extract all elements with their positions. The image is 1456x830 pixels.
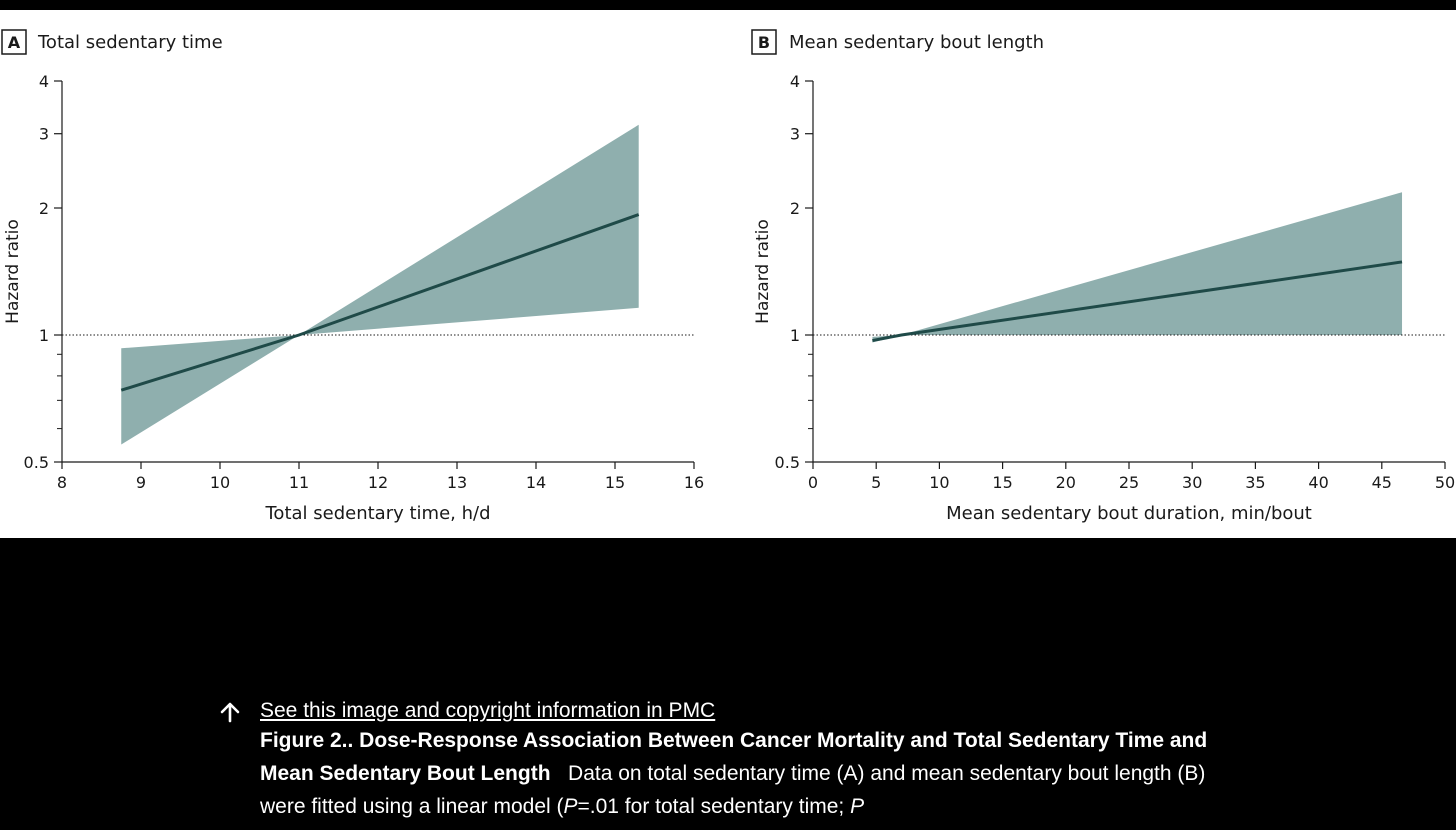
figure-panel: A Total sedentary time 0.5 1 2 3 4 8 9 10 11 12 13 14… (0, 10, 1456, 538)
y-tick-label: 1 (790, 326, 800, 345)
figure-title: Figure 2.. Dose-Response Association Bet… (260, 729, 1208, 785)
chart-title: Mean sedentary bout length (789, 32, 1044, 53)
y-tick-label: 4 (39, 72, 49, 91)
caption-p-letter: P (563, 795, 578, 818)
confidence-band (121, 124, 639, 445)
y-tick-label: 3 (790, 125, 800, 144)
panel-letter: B (758, 33, 770, 52)
x-tick-label: 30 (1182, 473, 1202, 492)
pmc-link-row[interactable]: See this image and copyright information… (220, 694, 1220, 724)
x-tick-label: 14 (526, 473, 546, 492)
caption-body-2: =.01 for total sedentary time; (577, 795, 851, 818)
panel-letter-box (1, 29, 27, 55)
y-axis-label: Hazard ratio (3, 219, 23, 324)
y-tick-label: 0.5 (775, 453, 800, 472)
caption-body-1: Data on total sedentary time (A) and mea… (260, 762, 1206, 818)
caption-text: Figure 2.. Dose-Response Association Bet… (260, 724, 1220, 823)
pmc-link[interactable]: See this image and copyright information… (260, 699, 716, 722)
panel-letter: A (8, 33, 21, 52)
y-axis-label: Hazard ratio (753, 219, 773, 324)
x-tick-label: 10 (210, 473, 230, 492)
x-tick-label: 9 (136, 473, 146, 492)
x-tick-label: 5 (871, 473, 881, 492)
panel-letter-box (751, 29, 777, 55)
caption-spacer (556, 762, 568, 785)
x-tick-label: 20 (1056, 473, 1076, 492)
x-tick-label: 15 (605, 473, 625, 492)
chart-title: Total sedentary time (37, 32, 223, 53)
y-tick-label: 1 (39, 326, 49, 345)
caption-p-letter-2: P (850, 795, 865, 818)
x-tick-label: 0 (808, 473, 818, 492)
x-tick-label: 13 (447, 473, 467, 492)
x-tick-label: 8 (57, 473, 67, 492)
x-axis-label: Mean sedentary bout duration, min/bout (946, 503, 1312, 524)
x-tick-label: 10 (929, 473, 949, 492)
x-tick-label: 11 (289, 473, 309, 492)
x-tick-label: 40 (1308, 473, 1328, 492)
x-tick-label: 25 (1119, 473, 1139, 492)
y-tick-label: 0.5 (24, 453, 49, 472)
y-tick-label: 2 (39, 199, 49, 218)
y-tick-label: 4 (790, 72, 800, 91)
arrow-up-icon[interactable] (218, 700, 242, 724)
confidence-band (872, 192, 1403, 343)
x-axis-label: Total sedentary time, h/d (265, 503, 491, 524)
x-tick-label: 15 (992, 473, 1012, 492)
x-tick-label: 45 (1372, 473, 1392, 492)
y-tick-label: 2 (790, 199, 800, 218)
figure-caption: See this image and copyright information… (220, 694, 1220, 823)
hazard-ratio-line (120, 213, 640, 392)
x-tick-label: 16 (684, 473, 704, 492)
y-tick-label: 3 (39, 125, 49, 144)
hazard-ratio-line (872, 260, 1403, 343)
x-tick-label: 12 (368, 473, 388, 492)
x-tick-label: 50 (1435, 473, 1455, 492)
x-tick-label: 35 (1245, 473, 1265, 492)
